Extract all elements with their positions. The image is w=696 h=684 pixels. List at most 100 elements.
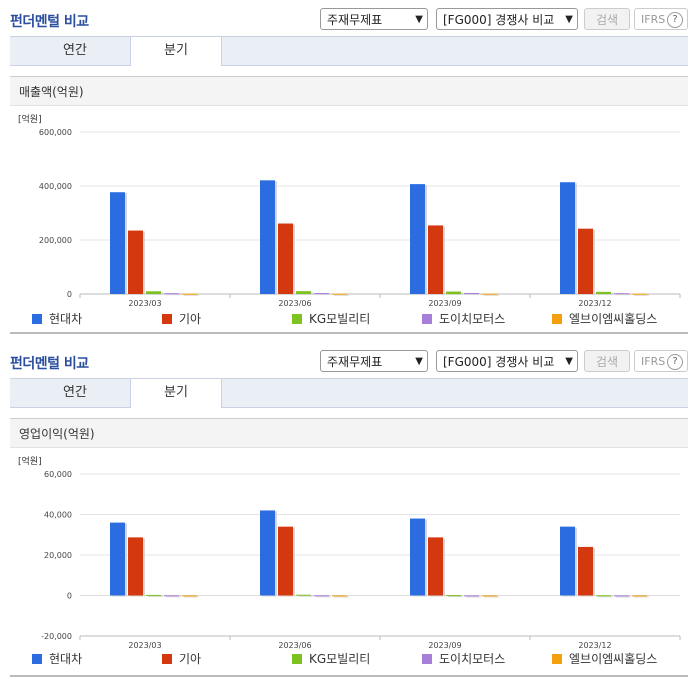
fundamental-panel-revenue: 펀더멘털 비교 주재무제표 ▼ [FG000] 경쟁사 비교 ▼ 검색 IFRS? … xyxy=(0,0,696,338)
y-tick-label: -20,000 xyxy=(41,632,72,641)
bar-shadow xyxy=(634,294,649,296)
legend-label: 도이치모터스 xyxy=(439,312,506,326)
divider xyxy=(10,332,688,334)
x-tick-label: 2023/12 xyxy=(578,641,611,650)
bar xyxy=(614,293,629,295)
panel-title: 펀더멘털 비교 xyxy=(10,14,89,30)
bar xyxy=(260,180,275,294)
legend-swatch xyxy=(162,654,172,664)
bar xyxy=(332,595,347,597)
legend-swatch xyxy=(162,314,172,324)
help-icon: ? xyxy=(667,12,683,28)
bar xyxy=(446,291,461,294)
bar-shadow xyxy=(634,596,649,598)
legend-label: 현대차 xyxy=(49,312,83,326)
bar-shadow xyxy=(298,595,313,597)
y-unit-label: [억원] xyxy=(18,113,42,125)
bar-shadow xyxy=(616,596,631,598)
ifrs-help-button[interactable]: IFRS? xyxy=(634,8,688,30)
chart-subtitle: 매출액(억원) xyxy=(10,76,688,106)
legend-label: KG모빌리티 xyxy=(309,652,371,666)
operating-profit-bar-chart: [억원] -20,000 0 20,000 40,000 60,000 2023/03 202… xyxy=(18,455,681,650)
bar-shadow xyxy=(316,294,331,296)
legend-label: 현대차 xyxy=(49,652,83,666)
y-tick-label: 20,000 xyxy=(44,551,72,560)
bar xyxy=(164,595,179,597)
bar xyxy=(110,522,125,596)
bar xyxy=(596,291,611,294)
legend-label: 도이치모터스 xyxy=(439,652,506,666)
y-tick-label: 0 xyxy=(67,290,72,299)
bar-shadow xyxy=(166,596,181,598)
y-unit-label: [억원] xyxy=(18,455,42,467)
bar xyxy=(578,228,593,294)
bar xyxy=(146,291,161,294)
bar xyxy=(614,595,629,597)
help-icon: ? xyxy=(667,354,683,370)
bar-shadow xyxy=(184,294,199,296)
bar-shadow xyxy=(334,596,349,598)
chevron-down-icon: ▼ xyxy=(415,356,423,367)
bar-shadow xyxy=(484,294,499,296)
legend-swatch xyxy=(422,314,432,324)
legend-label: 기아 xyxy=(179,652,202,666)
search-button[interactable]: 검색 xyxy=(584,8,630,30)
bar xyxy=(464,595,479,597)
bar xyxy=(260,510,275,596)
period-tabs: 연간 분기 xyxy=(10,378,688,408)
fundamental-panel-operating-profit: 펀더멘털 비교 주재무제표 ▼ [FG000] 경쟁사 비교 ▼ 검색 IFRS? … xyxy=(0,342,696,684)
bar xyxy=(410,518,425,596)
statement-select[interactable]: 주재무제표 ▼ xyxy=(320,350,428,372)
y-tick-label: 40,000 xyxy=(44,511,72,520)
y-tick-label: 400,000 xyxy=(39,182,72,191)
bar-shadow xyxy=(598,596,613,598)
x-tick-label: 2023/03 xyxy=(128,641,161,650)
y-tick-label: 600,000 xyxy=(39,128,72,137)
legend-label: 엘브이엠씨홀딩스 xyxy=(569,652,658,666)
tab-annual[interactable]: 연간 xyxy=(63,385,87,400)
x-tick-label: 2023/06 xyxy=(278,299,311,306)
tab-quarterly[interactable]: 분기 xyxy=(130,379,222,408)
bar-shadow xyxy=(466,596,481,598)
chart-subtitle: 영업이익(억원) xyxy=(10,418,688,448)
bar xyxy=(146,594,161,596)
tab-annual[interactable]: 연간 xyxy=(63,43,87,58)
ifrs-help-button[interactable]: IFRS? xyxy=(634,350,688,372)
chevron-down-icon: ▼ xyxy=(565,14,573,25)
statement-select[interactable]: 주재무제표 ▼ xyxy=(320,8,428,30)
chevron-down-icon: ▼ xyxy=(565,356,573,367)
bar-shadow xyxy=(448,596,463,598)
bar-shadow xyxy=(484,596,499,598)
chart-legend: 현대차 기아 KG모빌리티 도이치모터스 엘브이엠씨홀딩스 xyxy=(0,650,696,668)
bar xyxy=(428,537,443,596)
bar xyxy=(128,230,143,294)
bar xyxy=(596,595,611,597)
competitor-select[interactable]: [FG000] 경쟁사 비교 ▼ xyxy=(436,350,578,372)
bar xyxy=(410,184,425,294)
tab-quarterly[interactable]: 분기 xyxy=(130,37,222,66)
bar xyxy=(482,293,497,295)
legend-swatch xyxy=(32,314,42,324)
search-button[interactable]: 검색 xyxy=(584,350,630,372)
bar xyxy=(314,595,329,597)
bar xyxy=(332,293,347,295)
panel-title: 펀더멘털 비교 xyxy=(10,356,89,372)
competitor-select[interactable]: [FG000] 경쟁사 비교 ▼ xyxy=(436,8,578,30)
bar xyxy=(128,537,143,596)
bar-shadow xyxy=(184,596,199,598)
bar xyxy=(578,546,593,596)
panel-header: 펀더멘털 비교 주재무제표 ▼ [FG000] 경쟁사 비교 ▼ 검색 IFRS? xyxy=(10,8,690,32)
bar-shadow xyxy=(148,595,163,597)
legend-swatch xyxy=(422,654,432,664)
bar xyxy=(182,595,197,597)
period-tabs: 연간 분기 xyxy=(10,36,688,66)
revenue-bar-chart: [억원] 0 200,000 400,000 600,000 2023/03 2023/06… xyxy=(18,113,681,306)
bar xyxy=(632,595,647,597)
x-tick-label: 2023/12 xyxy=(578,299,611,306)
bar xyxy=(560,182,575,294)
bar xyxy=(428,225,443,294)
chart-legend: 현대차 기아 KG모빌리티 도이치모터스 엘브이엠씨홀딩스 xyxy=(0,310,696,328)
legend-swatch xyxy=(552,654,562,664)
legend-label: 엘브이엠씨홀딩스 xyxy=(569,312,658,326)
bar xyxy=(182,293,197,295)
